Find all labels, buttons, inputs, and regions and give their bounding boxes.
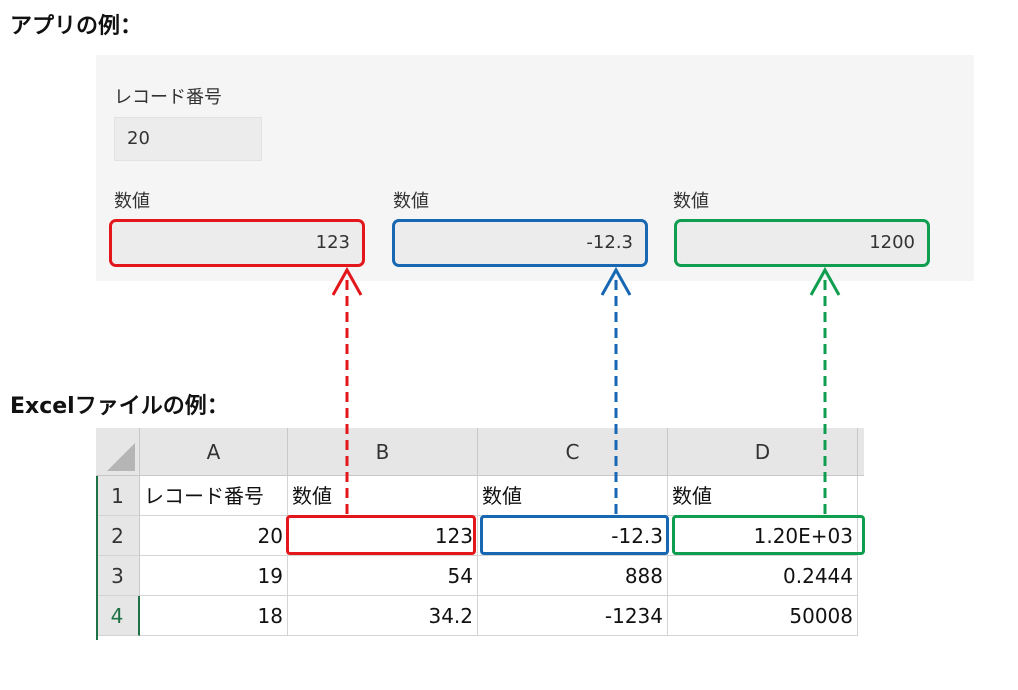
cell-b4[interactable]: 34.2 [288,596,478,636]
cell-d3[interactable]: 0.2444 [668,556,858,596]
row-header-4[interactable]: 4 [96,596,140,636]
cell-b3[interactable]: 54 [288,556,478,596]
app-form-panel: レコード番号 20 数値 数値 数値 123 -12.3 1200 [96,55,974,281]
cell-b2[interactable]: 123 [288,516,478,556]
cell-d2[interactable]: 1.20E+03 [668,516,858,556]
cell-a3[interactable]: 19 [140,556,288,596]
column-header-c[interactable]: C [478,428,668,476]
app-example-heading: アプリの例： [10,14,143,39]
spreadsheet-grid: A B C D 1 レコード番号 数値 数値 数値 2 20 123 -12.3… [96,428,864,640]
record-number-field[interactable]: 20 [114,117,262,161]
column-header-a[interactable]: A [140,428,288,476]
cell-c4[interactable]: -1234 [478,596,668,636]
cell-a2[interactable]: 20 [140,516,288,556]
sheet-left-border [96,476,98,640]
row-header-3[interactable]: 3 [96,556,140,596]
number-field-2-label: 数値 [393,191,429,212]
cell-b1[interactable]: 数値 [288,476,478,516]
cell-c2[interactable]: -12.3 [478,516,668,556]
cell-d4[interactable]: 50008 [668,596,858,636]
row-header-2[interactable]: 2 [96,516,140,556]
record-number-label: レコード番号 [114,87,222,108]
cell-c1[interactable]: 数値 [478,476,668,516]
cell-c3[interactable]: 888 [478,556,668,596]
row-header-1[interactable]: 1 [96,476,140,516]
number-field-3[interactable]: 1200 [674,219,930,267]
cell-a1[interactable]: レコード番号 [140,476,288,516]
cell-a4[interactable]: 18 [140,596,288,636]
select-all-corner[interactable] [96,428,140,476]
cell-d1[interactable]: 数値 [668,476,858,516]
number-field-2[interactable]: -12.3 [392,219,648,267]
excel-example-heading: Excelファイルの例： [10,394,229,419]
column-header-b[interactable]: B [288,428,478,476]
column-header-e-partial[interactable] [858,428,864,476]
number-field-1[interactable]: 123 [109,219,365,267]
number-field-3-label: 数値 [673,191,709,212]
column-header-d[interactable]: D [668,428,858,476]
number-field-1-label: 数値 [114,191,150,212]
